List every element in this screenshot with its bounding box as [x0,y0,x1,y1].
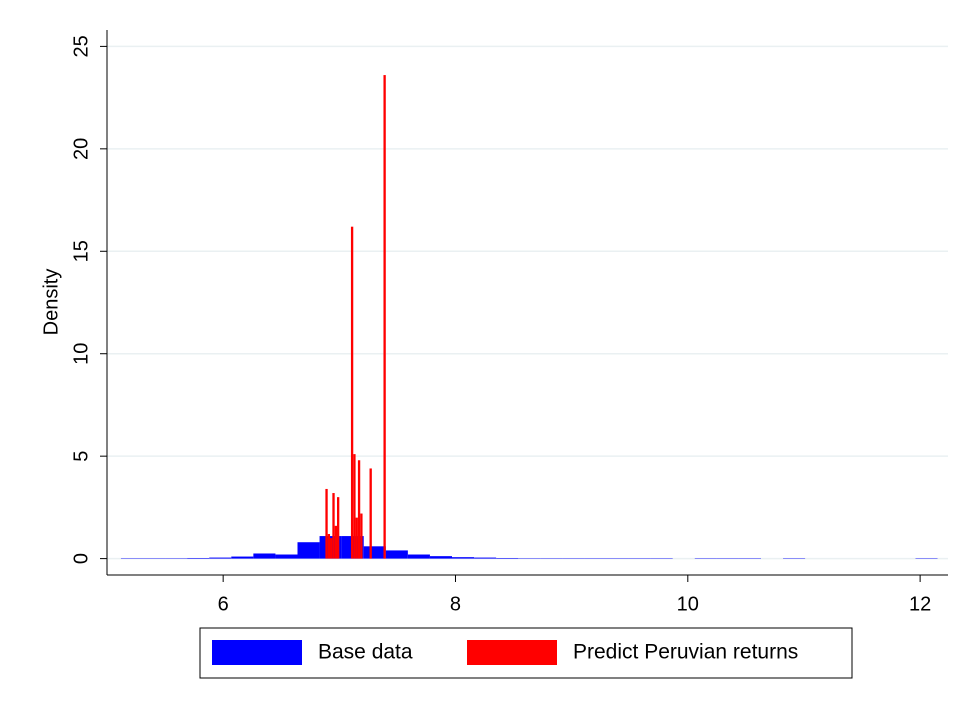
bar [350,226,354,559]
bar [187,557,210,559]
bar [330,538,333,559]
y-tick-label: 25 [70,35,92,57]
y-tick-label: 0 [70,553,92,564]
y-tick-label: 15 [70,240,92,262]
bar [209,557,232,559]
bar [385,550,408,559]
legend-label: Base data [318,641,413,664]
bar [474,557,497,559]
bar [334,525,337,559]
y-tick-label: 5 [70,451,92,462]
bar [325,488,328,559]
bar [451,557,475,559]
bar [327,534,331,559]
bar [429,556,452,559]
y-tick-label: 20 [70,138,92,160]
bar [231,556,254,559]
bar [363,546,386,559]
y-tick-label: 10 [70,343,92,365]
bar [275,554,298,559]
bar [357,460,361,559]
bar [336,497,340,559]
bar [332,493,335,559]
bar [355,517,358,559]
bar [369,468,372,559]
bar [407,554,430,559]
x-tick-label: 10 [677,593,699,615]
legend-swatch [467,640,557,665]
x-tick-label: 6 [218,593,229,615]
y-axis-label: Density [40,269,62,336]
bar [253,553,276,559]
legend-swatch [212,640,302,665]
bar [360,513,363,559]
bar [297,542,320,559]
legend-label: Predict Peruvian returns [573,641,798,664]
bar [496,557,519,559]
bar [383,75,386,559]
x-tick-label: 12 [909,593,931,615]
x-tick-label: 8 [450,593,461,615]
bar [353,454,356,559]
